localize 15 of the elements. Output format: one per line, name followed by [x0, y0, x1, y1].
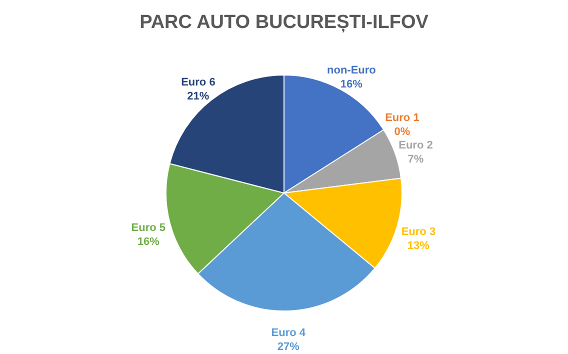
slice-label: Euro 3 [401, 226, 436, 238]
text: 0% [394, 126, 410, 138]
data-label: 21% [187, 90, 210, 102]
slice-label: Euro 5 [131, 222, 166, 234]
chart-title: PARC AUTO BUCUREȘTI-ILFOV [140, 12, 429, 33]
data-label: 13% [407, 240, 430, 252]
data-label: 16% [137, 236, 160, 248]
slice-label: non-Euro [327, 64, 376, 76]
slice-label: Euro 2 [398, 140, 433, 152]
data-label: 16% [340, 78, 363, 90]
data-label: 7% [408, 154, 424, 166]
slice-label: Euro 4 [271, 326, 306, 339]
category-label: Euro 1 [385, 112, 420, 124]
slice-label: Euro 6 [181, 76, 216, 88]
data-label: 27% [277, 340, 300, 353]
